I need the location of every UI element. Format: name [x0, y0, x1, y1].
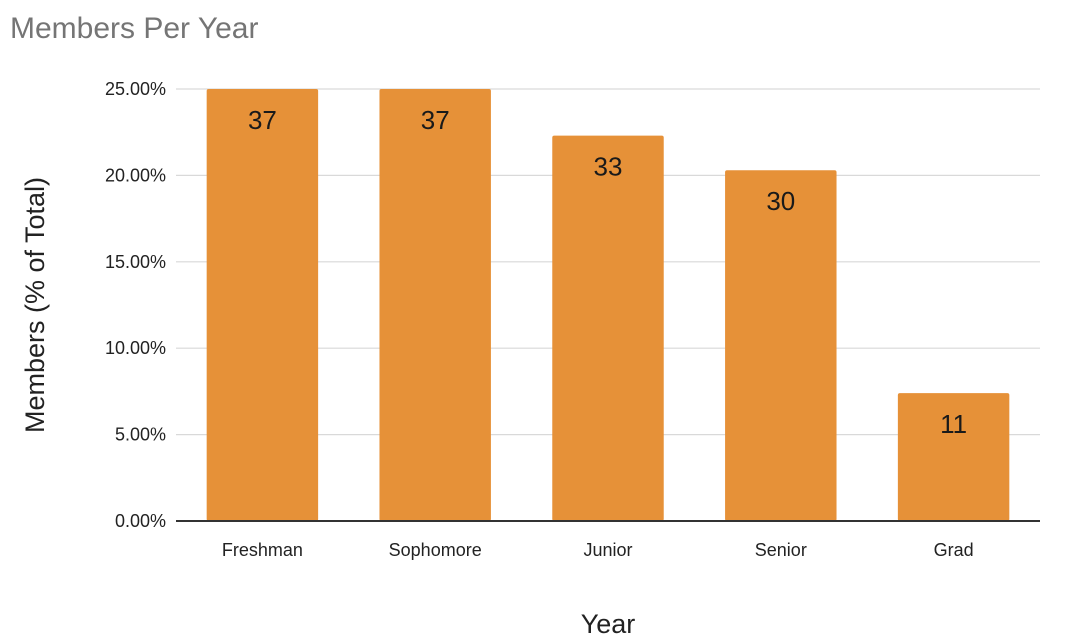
y-tick-label: 0.00% — [115, 511, 166, 531]
y-tick-label: 15.00% — [105, 252, 166, 272]
x-tick-label: Junior — [583, 540, 632, 560]
data-label: 37 — [421, 105, 450, 135]
bar-senior — [725, 170, 837, 521]
y-tick-labels: 0.00% 5.00% 10.00% 15.00% 20.00% 25.00% — [105, 79, 166, 531]
x-tick-label: Freshman — [222, 540, 303, 560]
bar-grad — [897, 393, 1010, 521]
x-tick-label: Sophomore — [389, 540, 482, 560]
x-axis-title: Year — [581, 609, 636, 637]
y-axis-title: Members (% of Total) — [20, 177, 50, 433]
y-tick-label: 25.00% — [105, 79, 166, 99]
data-label: 11 — [940, 409, 967, 439]
x-tick-label: Senior — [755, 540, 807, 560]
x-tick-label: Grad — [934, 540, 974, 560]
y-tick-label: 20.00% — [105, 165, 166, 185]
data-label: 37 — [248, 105, 277, 135]
chart-title: Members Per Year — [10, 12, 259, 45]
bar-sophomore — [379, 89, 491, 521]
y-tick-label: 5.00% — [115, 425, 166, 445]
bars — [206, 89, 1010, 521]
data-labels: 37 37 33 30 11 — [248, 105, 967, 439]
bar-junior — [552, 135, 664, 521]
y-tick-label: 10.00% — [105, 338, 166, 358]
x-tick-labels: Freshman Sophomore Junior Senior Grad — [222, 540, 974, 560]
data-label: 33 — [594, 152, 623, 182]
bar-freshman — [206, 89, 319, 521]
data-label: 30 — [766, 186, 795, 216]
